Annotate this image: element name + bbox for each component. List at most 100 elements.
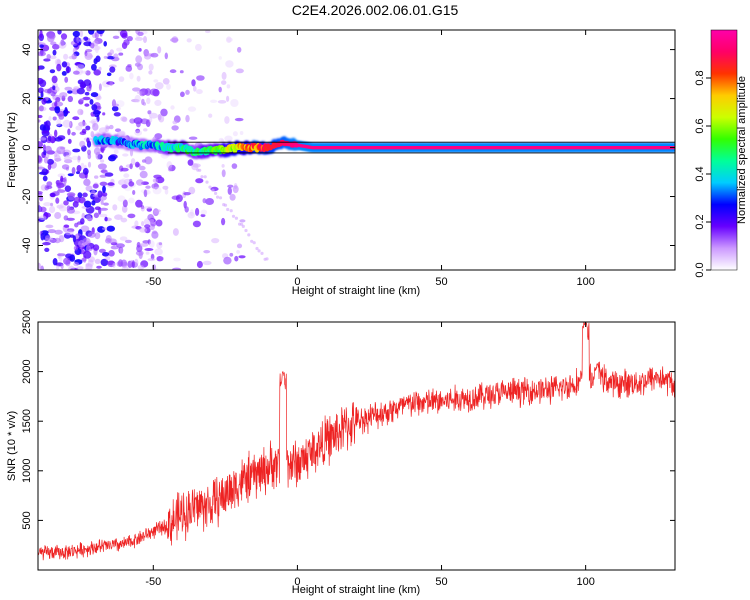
noise-blob [184, 206, 189, 213]
noise-blob [80, 70, 87, 74]
noise-blob [118, 179, 127, 186]
noise-blob [113, 53, 119, 60]
noise-blob [88, 30, 95, 35]
noise-blob [146, 97, 151, 105]
noise-blob [85, 70, 91, 76]
noise-blob [43, 150, 47, 156]
noise-blob [60, 175, 64, 182]
noise-blob [65, 230, 74, 236]
noise-blob [47, 238, 56, 243]
noise-blob [38, 42, 46, 46]
noise-blob [139, 227, 148, 233]
noise-blob [146, 207, 152, 212]
noise-blob [57, 253, 66, 257]
noise-blob [211, 188, 215, 192]
noise-blob [91, 63, 97, 71]
noise-blob [89, 42, 95, 49]
noise-blob [63, 215, 69, 221]
noise-blob [229, 252, 234, 257]
noise-blob [128, 197, 135, 204]
noise-blob [116, 47, 123, 52]
noise-blob [54, 154, 61, 162]
noise-blob [77, 156, 81, 161]
noise-blob [50, 202, 54, 207]
noise-blob [136, 75, 141, 82]
noise-blob [117, 195, 126, 202]
y-tick-label: -40 [21, 238, 33, 254]
noise-blob [223, 256, 232, 265]
noise-blob [59, 203, 65, 209]
noise-blob [38, 141, 43, 148]
noise-blob [123, 173, 130, 178]
noise-blob [65, 167, 69, 171]
noise-blob [120, 116, 127, 122]
noise-blob [185, 89, 190, 95]
noise-blob [85, 185, 93, 192]
noise-blob [63, 257, 71, 265]
noise-blob [229, 193, 236, 201]
noise-blob [49, 205, 56, 214]
noise-blob [200, 209, 208, 215]
noise-blob [221, 71, 227, 80]
noise-blob [175, 194, 183, 203]
noise-blob [106, 56, 116, 60]
noise-blob [72, 235, 76, 243]
noise-blob [64, 86, 73, 91]
noise-blob [67, 90, 73, 94]
noise-blob [49, 106, 56, 111]
noise-blob [96, 105, 102, 110]
noise-blob [98, 127, 108, 134]
noise-blob [90, 131, 95, 138]
noise-blob [134, 161, 140, 168]
x-tick-label: 50 [435, 276, 447, 288]
noise-blob [38, 51, 46, 57]
x-tick-label: -50 [145, 276, 161, 288]
noise-blob [39, 44, 44, 48]
noise-blob [80, 109, 84, 115]
noise-blob [96, 265, 102, 269]
noise-blob [239, 131, 244, 135]
noise-blob [67, 138, 72, 144]
noise-blob [132, 190, 136, 195]
noise-blob [44, 120, 51, 128]
noise-blob [58, 205, 68, 212]
noise-blob [56, 63, 62, 72]
noise-blob [40, 265, 44, 270]
noise-blob [41, 97, 47, 105]
noise-blob [238, 255, 246, 259]
noise-blob [208, 113, 213, 118]
noise-blob [203, 175, 207, 179]
noise-blob [100, 258, 109, 267]
noise-blob [83, 250, 92, 259]
noise-blob [103, 55, 108, 59]
noise-blob [141, 221, 145, 227]
noise-blob [111, 103, 120, 107]
noise-blob [95, 55, 101, 63]
noise-blob [83, 41, 92, 47]
noise-blob [129, 149, 134, 157]
noise-blob [159, 256, 164, 261]
noise-blob [183, 192, 191, 196]
noise-blob [49, 55, 57, 60]
noise-blob [151, 231, 159, 239]
noise-blob [87, 231, 96, 238]
noise-blob [71, 131, 76, 136]
noise-blob [158, 115, 165, 123]
noise-blob [190, 209, 194, 217]
noise-blob [187, 159, 194, 166]
noise-blob [38, 205, 42, 213]
noise-blob [105, 255, 111, 261]
noise-blob [106, 225, 116, 232]
y-tick-label: -20 [21, 189, 33, 205]
noise-blob [160, 108, 168, 117]
noise-blob [154, 248, 163, 256]
noise-blob [63, 224, 70, 228]
noise-blob [239, 219, 246, 223]
noise-blob [193, 85, 197, 92]
noise-blob [86, 85, 92, 92]
x-tick-label: 100 [576, 576, 594, 588]
noise-blob [265, 257, 269, 261]
noise-blob [102, 185, 106, 193]
noise-blob [187, 211, 195, 219]
noise-blob [82, 96, 91, 101]
